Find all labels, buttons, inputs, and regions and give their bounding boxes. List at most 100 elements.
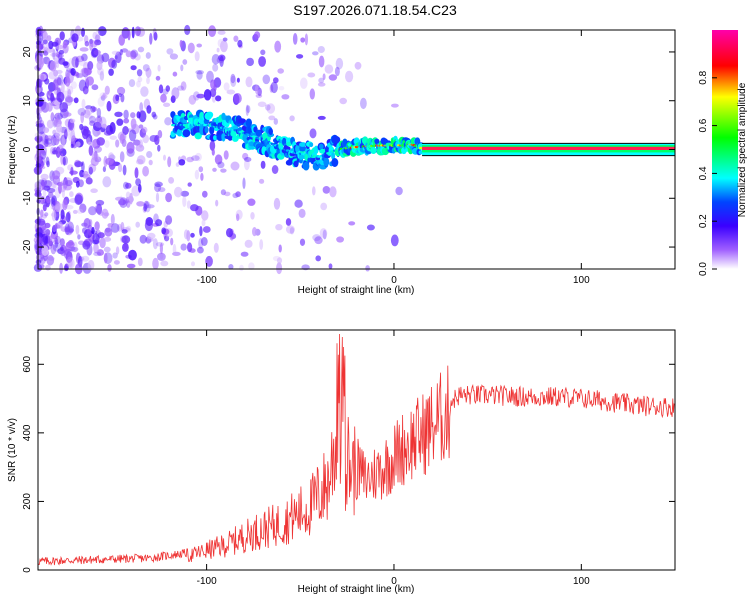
ridge-blob <box>182 129 191 138</box>
noise-blob <box>56 123 63 133</box>
noise-blob <box>278 244 282 253</box>
noise-blob <box>345 70 354 83</box>
noise-blob <box>43 185 51 191</box>
noise-blob <box>138 110 147 123</box>
noise-blob <box>110 213 115 226</box>
noise-blob <box>165 215 173 225</box>
noise-blob <box>50 204 54 210</box>
noise-blob <box>135 221 140 228</box>
noise-blob <box>171 87 180 100</box>
noise-blob <box>300 37 306 43</box>
noise-blob <box>87 61 94 71</box>
noise-blob <box>152 238 158 250</box>
noise-blob <box>300 77 308 89</box>
noise-blob <box>154 134 160 146</box>
noise-blob <box>60 153 64 165</box>
x-tick-label: -100 <box>197 275 217 286</box>
noise-blob <box>138 139 143 148</box>
spectrogram-carrier-band <box>422 142 675 157</box>
noise-blob <box>158 187 166 193</box>
noise-blob <box>244 158 250 171</box>
noise-blob <box>52 137 58 144</box>
noise-blob <box>304 33 308 46</box>
band-core <box>422 146 675 150</box>
noise-blob <box>131 26 135 39</box>
noise-blob <box>312 51 319 56</box>
noise-blob <box>46 102 53 112</box>
noise-blob <box>195 70 204 75</box>
noise-blob <box>66 256 73 268</box>
noise-blob <box>277 68 285 74</box>
noise-blob <box>41 245 49 256</box>
noise-blob <box>108 57 116 68</box>
noise-blob <box>38 157 42 164</box>
noise-blob <box>61 188 65 198</box>
noise-blob <box>335 57 344 70</box>
noise-blob <box>82 240 91 250</box>
noise-blob <box>92 239 100 245</box>
noise-blob <box>84 40 90 47</box>
noise-blob <box>271 165 279 174</box>
y-tick-label: 600 <box>22 356 33 373</box>
noise-blob <box>281 94 290 100</box>
noise-blob <box>46 35 52 42</box>
noise-blob <box>39 145 45 150</box>
noise-blob <box>115 94 120 102</box>
noise-blob <box>111 59 118 69</box>
noise-blob <box>51 210 57 222</box>
noise-blob <box>188 94 197 105</box>
noise-blob <box>94 117 103 128</box>
noise-blob <box>245 76 253 88</box>
noise-blob <box>182 59 188 65</box>
noise-blob <box>366 224 375 231</box>
noise-blob <box>115 246 120 255</box>
noise-blob <box>97 67 104 76</box>
noise-blob <box>36 112 41 121</box>
noise-blob <box>102 176 112 188</box>
noise-blob <box>136 111 141 119</box>
noise-blob <box>88 166 94 175</box>
noise-blob <box>103 252 113 264</box>
noise-blob <box>65 96 74 103</box>
ridge-blob <box>213 135 217 141</box>
ridge-blob <box>238 118 246 124</box>
ridge-blob <box>268 128 274 135</box>
ridge-blob <box>299 142 307 147</box>
noise-blob <box>94 39 102 46</box>
noise-blob <box>128 249 137 261</box>
noise-blob <box>128 129 137 142</box>
noise-blob <box>77 108 87 116</box>
noise-blob <box>50 92 54 102</box>
noise-blob <box>103 246 111 253</box>
noise-blob <box>115 196 124 201</box>
noise-blob <box>64 227 70 233</box>
noise-blob <box>38 216 43 221</box>
noise-blob <box>244 157 252 162</box>
noise-blob <box>307 72 316 78</box>
noise-blob <box>55 238 59 248</box>
noise-blob <box>96 60 103 71</box>
noise-blob <box>289 115 295 122</box>
noise-blob <box>391 103 399 108</box>
noise-blob <box>266 103 276 114</box>
noise-blob <box>37 218 46 226</box>
noise-blob <box>140 86 149 97</box>
colorbar-gradient <box>712 30 738 269</box>
noise-blob <box>170 95 176 103</box>
noise-blob <box>46 119 54 129</box>
ridge-blob <box>284 146 291 151</box>
noise-blob <box>152 27 157 38</box>
colorbar-tick-label: 0.0 <box>698 262 709 276</box>
noise-blob <box>130 118 137 130</box>
noise-blob <box>87 259 95 271</box>
noise-blob <box>96 107 102 119</box>
noise-blob <box>92 151 96 161</box>
noise-blob <box>180 81 187 91</box>
noise-blob <box>122 164 127 176</box>
noise-blob <box>217 161 225 169</box>
noise-blob <box>69 118 76 124</box>
noise-blob <box>137 46 145 53</box>
ridge-blob <box>221 133 226 142</box>
noise-blob <box>71 56 80 68</box>
